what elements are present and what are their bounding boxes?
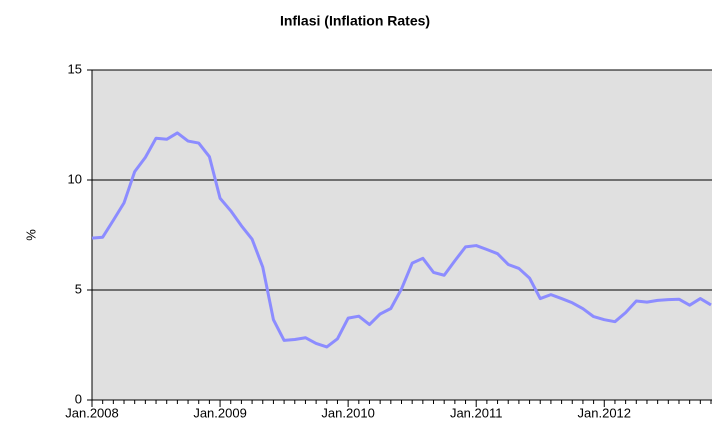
y-tick-label: 5 xyxy=(75,281,82,296)
y-axis-label: % xyxy=(23,229,38,241)
data-line xyxy=(91,131,712,349)
x-tick-label: Jan.2008 xyxy=(65,405,119,420)
x-tick-label: Jan.2012 xyxy=(578,405,632,420)
chart-title: Inflasi (Inflation Rates) xyxy=(280,13,430,29)
y-tick-label: 10 xyxy=(68,171,82,186)
x-tick-label: Jan.2009 xyxy=(193,405,247,420)
x-tick-label: Jan.2011 xyxy=(450,405,503,420)
y-tick-label: 15 xyxy=(68,61,82,76)
plot-background xyxy=(92,70,712,400)
x-tick-label: Jan.2010 xyxy=(321,405,375,420)
y-tick-label: 0 xyxy=(75,391,82,406)
